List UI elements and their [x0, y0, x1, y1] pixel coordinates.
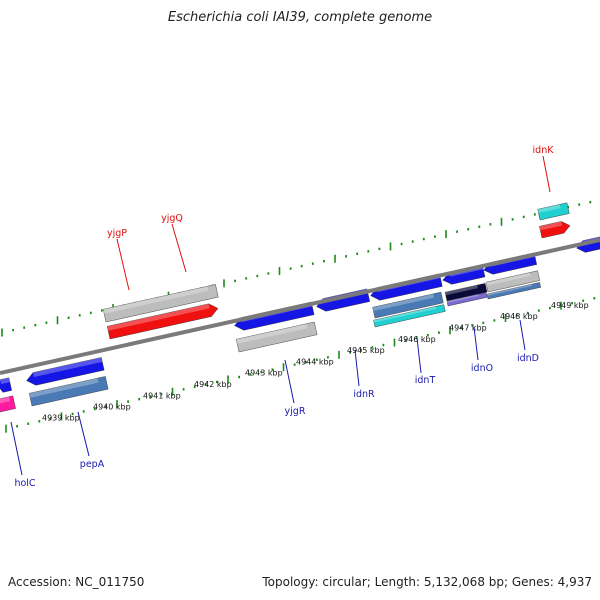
gene-label-idnR: idnR: [353, 389, 375, 400]
idnK-cyan-feature: [537, 202, 570, 221]
gene-labels: yjgP yjgQ idnK holC pepA yjgR idnR idnT idnO idnD: [14, 145, 554, 489]
idnT-cyan-feature: [373, 304, 446, 328]
idnO-purple-feature-shine: [446, 294, 479, 303]
gene-label-idnD: idnD: [517, 353, 539, 364]
pepA-feature: [26, 357, 105, 386]
idnD-steel-feature: [486, 282, 541, 300]
holC-feature-shine: [0, 377, 10, 385]
scale-label: 4949 kbp: [551, 301, 589, 310]
idnD-steel-feature-body: [486, 282, 541, 300]
idnK-cyan-feature-body: [537, 202, 570, 221]
idnD-gray-feature-body: [485, 270, 540, 293]
pepA-steel-feature: [28, 376, 109, 407]
gene-label-leaders: [10, 155, 551, 476]
idnO-navy-feature-shine: [445, 285, 478, 296]
leader-idnR: [354, 349, 360, 387]
gene-label-idnO: idnO: [471, 363, 493, 374]
leader-yjgP: [116, 238, 130, 291]
idnD-steel-feature-shine: [486, 284, 533, 296]
leader-idnT: [416, 337, 422, 374]
idnT-cyan-feature-body: [373, 304, 446, 328]
scale-label: 4948 kbp: [500, 312, 538, 321]
holC-feature-body: [0, 377, 12, 393]
idnO-navy-feature: [444, 283, 488, 302]
leader-yjgR: [284, 359, 295, 404]
yjgR-gray-feature-body: [235, 321, 318, 353]
leader-idnK: [542, 155, 551, 193]
pepA-feature-shine: [32, 357, 103, 378]
magenta-feature: [0, 395, 16, 413]
yjgP-red-feature: [106, 303, 219, 340]
bottom-tick-track: [5, 297, 596, 433]
idnT-steel-feature-shine: [372, 293, 434, 312]
scale-label: 4940 kbp: [93, 402, 131, 411]
idnT-steel-feature-body: [372, 291, 444, 319]
idnK-red-feature: [539, 221, 571, 239]
yjgR-gray-feature-shine: [236, 323, 308, 344]
gene-label-idnK: idnK: [533, 145, 555, 156]
gene-label-pepA: pepA: [80, 459, 105, 470]
scale-labels: 4939 kbp 4940 kbp 4941 kbp 4942 kbp 4943 kbp…: [42, 301, 589, 423]
scale-label: 4945 kbp: [347, 346, 385, 355]
gene-label-yjgP: yjgP: [107, 228, 127, 239]
idnD-gray-feature: [485, 270, 540, 293]
gene-label-idnT: idnT: [415, 375, 436, 386]
idnK-red-feature-shine: [539, 221, 563, 231]
magenta-feature-shine: [0, 396, 10, 404]
gene-label-holC: holC: [14, 478, 35, 489]
idnT-steel-feature: [372, 291, 444, 319]
yjgP-red-feature-shine: [107, 303, 210, 331]
yjgP-gray-feature-shine: [103, 286, 209, 314]
idnO-purple-feature: [446, 292, 488, 307]
yjgP-gray-feature: [102, 284, 219, 323]
leader-yjgQ: [171, 223, 187, 273]
yjgP-red-feature-body: [106, 303, 219, 340]
pepA-steel-feature-body: [28, 376, 109, 407]
idnK-cyan-feature-shine: [537, 204, 561, 214]
scale-label: 4947 kbp: [449, 323, 487, 332]
gene-label-yjgR: yjgR: [285, 406, 306, 417]
map-title: Escherichia coli IAI39, complete genome: [167, 10, 433, 25]
gene-label-yjgQ: yjgQ: [161, 213, 183, 224]
leader-holC: [10, 421, 23, 476]
scale-label: 4944 kbp: [296, 357, 334, 366]
backbone-line: [0, 238, 600, 375]
idnO-purple-feature-body: [446, 292, 488, 307]
scale-label: 4942 kbp: [194, 380, 232, 389]
idnO-navy-feature-body: [444, 283, 488, 302]
idnT-cyan-feature-shine: [373, 306, 437, 323]
pepA-feature-body: [26, 357, 105, 386]
scale-label: 4941 kbp: [143, 391, 181, 400]
holC-feature: [0, 377, 12, 393]
idnD-gray-feature-shine: [485, 272, 531, 286]
yjgP-gray-feature-body: [102, 284, 219, 323]
idnK-red-feature-body: [539, 221, 571, 239]
magenta-feature-body: [0, 395, 16, 413]
yjgR-gray-feature: [235, 321, 318, 353]
scale-label: 4939 kbp: [42, 414, 80, 423]
genome-summary-text: Topology: circular; Length: 5,132,068 bp…: [262, 575, 592, 589]
leader-idnO: [473, 326, 479, 361]
accession-text: Accession: NC_011750: [8, 575, 145, 589]
leader-idnD: [519, 319, 526, 351]
pepA-steel-feature-shine: [29, 378, 99, 398]
scale-label: 4943 kbp: [245, 369, 283, 378]
leader-pepA: [77, 411, 90, 457]
